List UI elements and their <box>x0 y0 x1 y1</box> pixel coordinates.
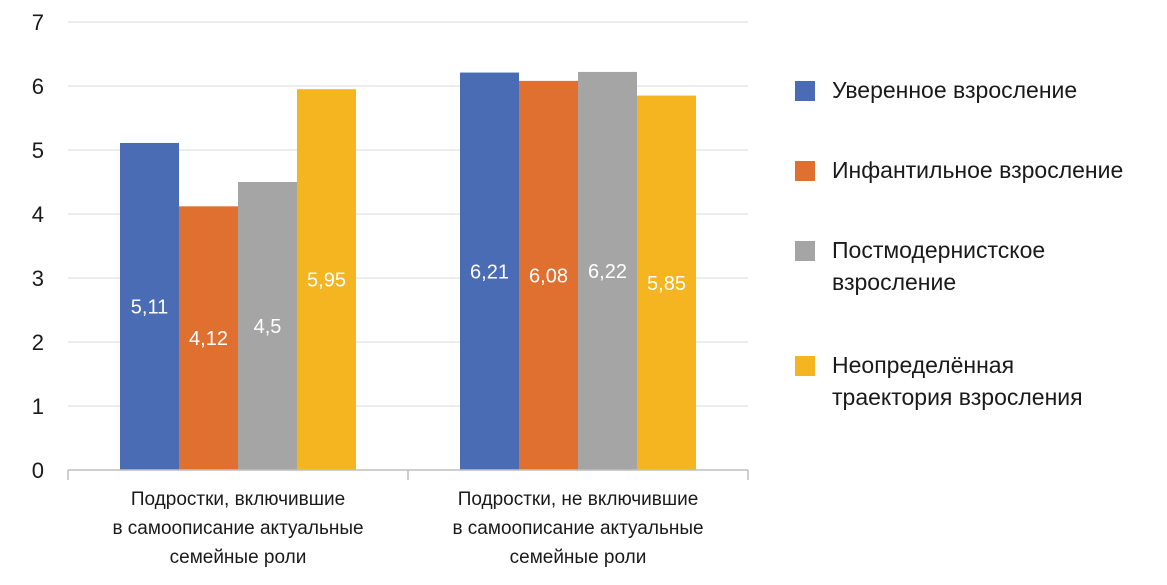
bar <box>120 142 179 470</box>
y-tick-label: 1 <box>32 394 44 419</box>
legend-item: Уверенное взросление <box>795 74 1077 106</box>
data-label: 5,85 <box>647 273 686 295</box>
legend-swatch <box>795 356 815 376</box>
bar <box>637 95 696 470</box>
legend-label: Инфантильное взросление <box>832 157 1124 183</box>
category-label: Подростки, не включившие в самоописание а… <box>452 489 703 568</box>
data-label: 6,22 <box>588 261 627 283</box>
category-label: Подростки, включившие в самоописание акту… <box>112 489 363 568</box>
legend-label: Постмодернистское взросление <box>832 237 1046 295</box>
bar <box>519 80 578 470</box>
legend-swatch <box>795 161 815 181</box>
data-label: 4,5 <box>254 316 282 338</box>
y-tick-label: 3 <box>32 266 44 291</box>
legend-item: Постмодернистское взросление <box>795 234 1045 298</box>
legend-label: Неопределённая траектория взросления <box>832 352 1083 410</box>
y-tick-label: 2 <box>32 330 44 355</box>
legend-swatch <box>795 241 815 261</box>
category-labels: Подростки, включившие в самоописание акту… <box>112 489 703 568</box>
y-tick-label: 0 <box>32 458 44 483</box>
bar-chart: 0 1 2 3 4 5 6 7 5,11 4,12 4,5 5,95 6,21 6,08 6,22 5,85… <box>32 10 749 568</box>
legend-label: Уверенное взросление <box>832 77 1078 103</box>
y-tick-label: 6 <box>32 74 44 99</box>
y-axis-ticks: 0 1 2 3 4 5 6 7 <box>32 10 44 483</box>
data-label: 5,11 <box>131 296 168 318</box>
bar <box>297 89 356 470</box>
bar <box>460 72 519 470</box>
data-label: 6,08 <box>529 265 568 287</box>
x-axis <box>67 469 749 480</box>
legend-item: Неопределённая траектория взросления <box>795 349 1083 413</box>
y-tick-label: 5 <box>32 138 44 163</box>
bar <box>238 182 297 470</box>
data-label: 5,95 <box>307 270 346 292</box>
legend-swatch <box>795 81 815 101</box>
y-tick-label: 4 <box>32 202 44 227</box>
legend-item: Инфантильное взросление <box>795 154 1123 186</box>
bars: 5,11 4,12 4,5 5,95 6,21 6,08 6,22 5,85 <box>120 71 696 471</box>
bar <box>179 206 238 470</box>
data-label: 6,21 <box>470 261 509 283</box>
bar <box>578 71 637 471</box>
y-tick-label: 7 <box>32 10 44 35</box>
data-label: 4,12 <box>189 328 228 350</box>
